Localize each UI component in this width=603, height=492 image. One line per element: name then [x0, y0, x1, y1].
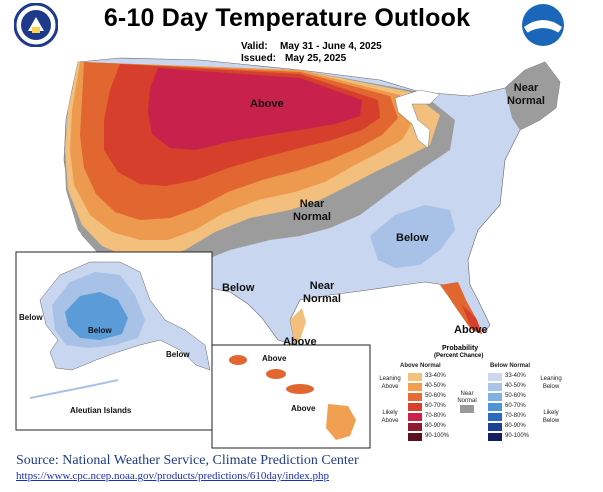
legend-below-header: Below Normal: [490, 363, 531, 369]
hawaii-oahu: [266, 369, 286, 379]
legend-above-row: 70-80%: [408, 413, 458, 422]
legend-above-row: 33-40%: [408, 373, 458, 382]
florida-above-strong: [462, 305, 482, 334]
legend-above-swatch: [408, 393, 422, 401]
issued-date: May 25, 2025: [285, 53, 347, 64]
region-label-below-texas: Below: [222, 282, 255, 294]
ne-near-normal: [505, 62, 560, 130]
noaa-logo-icon: [521, 3, 565, 47]
legend-below-range: 33-40%: [505, 373, 526, 379]
legend-below-swatch: [488, 423, 502, 431]
valid-date-range: May 31 - June 4, 2025: [280, 41, 382, 52]
legend-below-row: 90-100%: [488, 433, 538, 442]
region-label-hawaii-above-1: Above: [262, 354, 287, 363]
legend-above-swatch: [408, 383, 422, 391]
legend-above-range: 60-70%: [425, 403, 446, 409]
region-label-hawaii-above-2: Above: [291, 404, 316, 413]
alaska-below-strong: [65, 292, 128, 340]
above-70-80: [148, 68, 362, 150]
valid-label: Valid:: [241, 41, 268, 52]
legend-below-range: 40-50%: [505, 383, 526, 389]
page-title: 6-10 Day Temperature Outlook: [103, 4, 471, 32]
legend-below-swatch: [488, 393, 502, 401]
legend-above-swatch: [408, 433, 422, 441]
region-label-above-gulf: Above: [283, 336, 317, 348]
great-lakes: [394, 89, 441, 149]
hawaii-big-island: [326, 404, 356, 440]
legend-below-row: 60-70%: [488, 403, 538, 412]
aleutian-islands: [29, 379, 119, 399]
legend-below-range: 70-80%: [505, 413, 526, 419]
probability-legend: Probability (Percent Chance) Above Norma…: [376, 345, 598, 448]
legend-above-row: 90-100%: [408, 433, 458, 442]
region-label-above-florida: Above: [454, 324, 488, 336]
texas-gulf-above: [290, 308, 306, 345]
region-label-below-east: Below: [396, 232, 429, 244]
legend-below-swatch: [488, 403, 502, 411]
legend-above-row: 60-70%: [408, 403, 458, 412]
legend-subtitle: (Percent Chance): [434, 353, 484, 359]
region-label-above-north: Above: [250, 98, 284, 110]
hawaii-maui: [286, 384, 314, 394]
legend-above-header: Above Normal: [400, 363, 441, 369]
legend-below-range: 60-70%: [505, 403, 526, 409]
legend-above-swatch: [408, 373, 422, 381]
legend-above-row: 50-60%: [408, 393, 458, 402]
legend-above-range: 50-60%: [425, 393, 446, 399]
issued-label: Issued:: [241, 53, 277, 64]
doc-seal-icon: [14, 3, 58, 47]
legend-above-range: 70-80%: [425, 413, 446, 419]
legend-below-row: 70-80%: [488, 413, 538, 422]
legend-below-row: 40-50%: [488, 383, 538, 392]
legend-below-swatch: [488, 373, 502, 381]
legend-above-row: 40-50%: [408, 383, 458, 392]
legend-leaning-above: Leaning Above: [379, 376, 401, 390]
legend-above-swatch: [408, 423, 422, 431]
region-label-alaska-below-west: Below: [19, 313, 43, 322]
legend-below-swatch: [488, 413, 502, 421]
below-40-50-east: [370, 205, 455, 268]
legend-above-row: 80-90%: [408, 423, 458, 432]
legend-title: Probability: [442, 345, 479, 352]
legend-likely-above: Likely Above: [381, 410, 399, 424]
legend-below-range: 90-100%: [505, 433, 530, 439]
aleutian-islands-label: Aleutian Islands: [70, 406, 132, 415]
legend-above-range: 80-90%: [425, 423, 446, 429]
region-label-near-normal-central: Near Normal: [293, 198, 331, 223]
region-label-near-normal-ne: Near Normal: [507, 82, 545, 107]
source-link[interactable]: https://www.cpc.ncep.noaa.gov/products/p…: [16, 470, 330, 482]
legend-likely-below: Likely Below: [542, 410, 560, 424]
legend-leaning-below: Leaning Below: [540, 376, 562, 390]
legend-above-range: 33-40%: [425, 373, 446, 379]
source-credit: Source: National Weather Service, Climat…: [16, 453, 359, 468]
legend-below-row: 33-40%: [488, 373, 538, 382]
legend-below-row: 80-90%: [488, 423, 538, 432]
legend-near-normal-label: Near Normal: [457, 391, 477, 404]
region-label-alaska-below-east: Below: [166, 350, 190, 359]
legend-near-normal-swatch: [460, 405, 474, 413]
hawaii-kauai: [229, 355, 247, 365]
legend-below-range: 80-90%: [505, 423, 526, 429]
legend-below-range: 50-60%: [505, 393, 526, 399]
legend-below-swatch: [488, 433, 502, 441]
legend-above-swatch: [408, 413, 422, 421]
legend-above-range: 90-100%: [425, 433, 450, 439]
legend-above-range: 40-50%: [425, 383, 446, 389]
legend-below-swatch: [488, 383, 502, 391]
region-label-near-normal-south: Near Normal: [303, 280, 341, 305]
legend-below-row: 50-60%: [488, 393, 538, 402]
region-label-alaska-below-center: Below: [88, 326, 112, 335]
legend-above-swatch: [408, 403, 422, 411]
